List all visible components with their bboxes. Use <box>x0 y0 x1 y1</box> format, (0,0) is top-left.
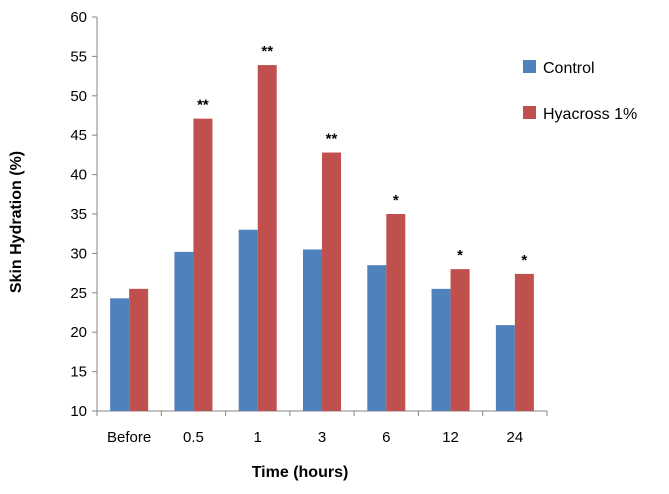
bar-control-5 <box>431 288 451 411</box>
y-axis-title: Skin Hydration (%) <box>8 151 25 293</box>
y-tick-label: 50 <box>70 88 87 105</box>
x-tick-label: 3 <box>318 429 326 446</box>
y-tick-label: 55 <box>70 48 87 65</box>
tick-labels: 10 15 20 25 30 35 40 45 50 55 60 Before 0.5 1 3 6 12 24 <box>70 9 523 446</box>
y-tick-label: 40 <box>70 167 87 184</box>
y-tick-label: 60 <box>70 9 87 26</box>
bar-control-2 <box>238 229 258 411</box>
legend-label: Hyacross 1% <box>543 106 637 123</box>
y-tick-label: 45 <box>70 127 87 144</box>
significance-label: ** <box>326 131 338 148</box>
x-tick-label: 6 <box>382 429 390 446</box>
bars <box>110 65 534 412</box>
y-tick-label: 20 <box>70 324 87 341</box>
x-tick-label: Before <box>107 429 151 446</box>
axes <box>92 16 548 416</box>
significance-label: * <box>521 252 527 269</box>
legend-label: Control <box>543 60 595 77</box>
bar-hyacross-1-6 <box>514 273 534 411</box>
bar-hyacross-1-2 <box>257 65 277 412</box>
bar-hyacross-1-3 <box>322 152 341 411</box>
y-tick-label: 35 <box>70 206 87 223</box>
bar-control-6 <box>495 325 515 411</box>
y-tick-label: 15 <box>70 364 87 381</box>
significance-label: * <box>393 192 399 209</box>
x-tick-label: 0.5 <box>183 429 204 446</box>
x-tick-label: 12 <box>442 429 459 446</box>
y-tick-label: 25 <box>70 285 87 302</box>
bar-hyacross-1-4 <box>386 214 406 411</box>
bar-hyacross-1-0 <box>129 288 149 411</box>
x-tick-label: 24 <box>507 429 524 446</box>
x-axis-title: Time (hours) <box>252 464 349 481</box>
significance-label: ** <box>197 97 209 114</box>
significance-label: * <box>457 247 463 264</box>
bar-control-3 <box>303 249 322 411</box>
bar-hyacross-1-5 <box>450 269 470 411</box>
x-tick-label: 1 <box>254 429 262 446</box>
significance-label: ** <box>261 43 273 60</box>
y-tick-label: 10 <box>70 403 87 420</box>
y-tick-label: 30 <box>70 245 87 262</box>
bar-control-1 <box>174 251 194 411</box>
bar-control-4 <box>367 265 387 411</box>
legend-swatch <box>523 60 536 73</box>
bar-control-0 <box>110 298 130 411</box>
legend-swatch <box>523 106 536 119</box>
significance-labels: ******** * <box>197 43 527 269</box>
legend: Control Hyacross 1% <box>523 60 637 123</box>
bar-hyacross-1-1 <box>193 118 213 411</box>
